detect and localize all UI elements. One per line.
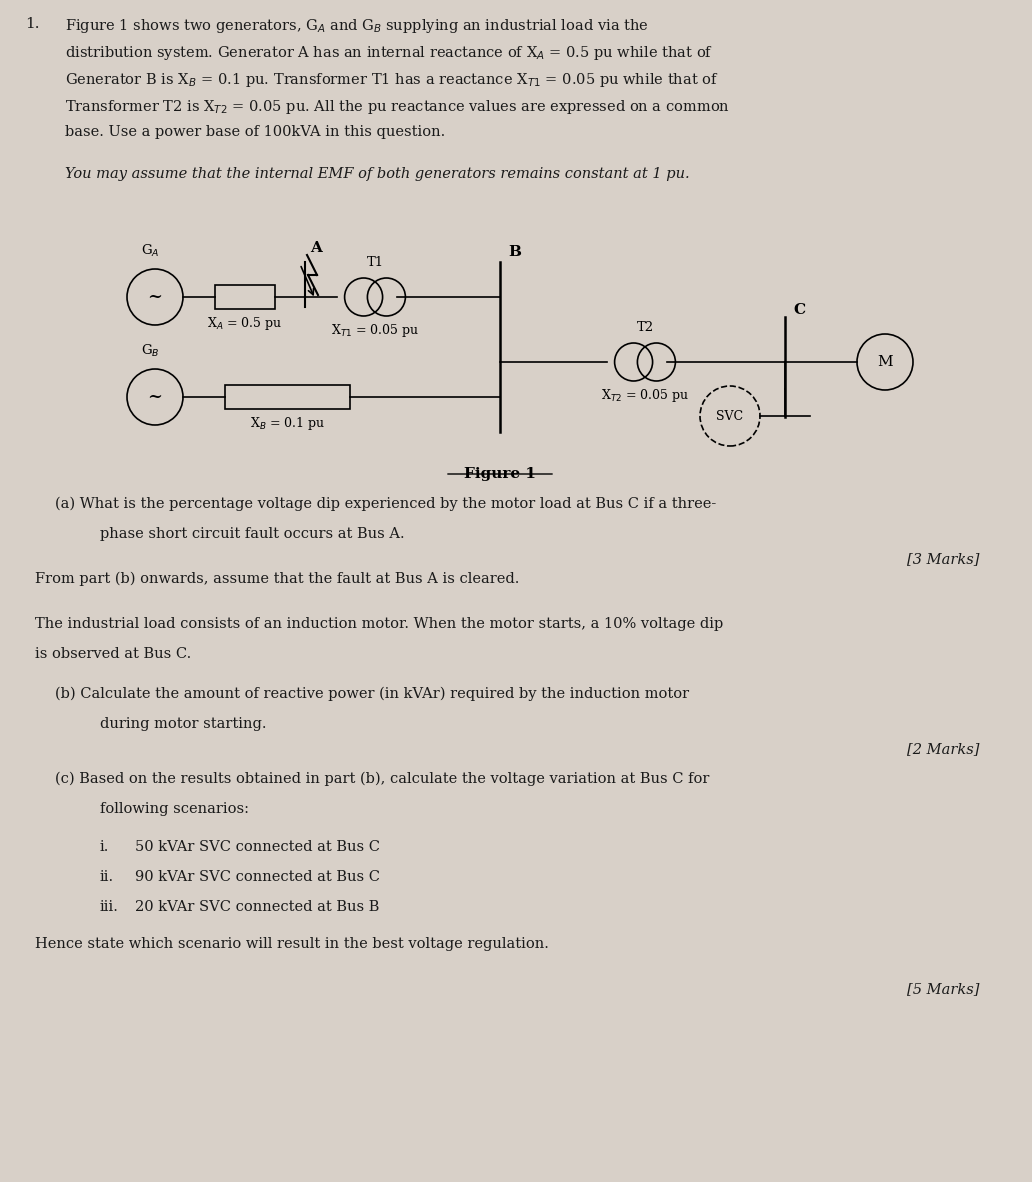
Text: 50 kVAr SVC connected at Bus C: 50 kVAr SVC connected at Bus C [135,840,380,855]
Text: A: A [310,241,322,255]
Bar [225,385,350,409]
Text: ii.: ii. [100,870,115,884]
Text: distribution system. Generator A has an internal reactance of X$_A$ = 0.5 pu whi: distribution system. Generator A has an … [65,44,713,61]
Text: X$_A$ = 0.5 pu: X$_A$ = 0.5 pu [207,314,283,332]
Text: M: M [877,355,893,369]
Text: SVC: SVC [716,409,744,422]
Text: 1.: 1. [25,17,39,31]
Text: Transformer T2 is X$_{T2}$ = 0.05 pu. All the pu reactance values are expressed : Transformer T2 is X$_{T2}$ = 0.05 pu. Al… [65,98,730,116]
Text: (a) What is the percentage voltage dip experienced by the motor load at Bus C if: (a) What is the percentage voltage dip e… [55,496,716,512]
Text: X$_B$ = 0.1 pu: X$_B$ = 0.1 pu [250,415,325,431]
Text: Hence state which scenario will result in the best voltage regulation.: Hence state which scenario will result i… [35,937,549,952]
Text: The industrial load consists of an induction motor. When the motor starts, a 10%: The industrial load consists of an induc… [35,617,723,631]
Text: is observed at Bus C.: is observed at Bus C. [35,647,191,661]
Text: ~: ~ [148,288,162,306]
Text: [2 Marks]: [2 Marks] [907,742,980,756]
Text: G$_A$: G$_A$ [140,242,159,259]
Text: X$_{T1}$ = 0.05 pu: X$_{T1}$ = 0.05 pu [331,322,419,339]
Text: C: C [793,303,805,317]
Text: base. Use a power base of 100kVA in this question.: base. Use a power base of 100kVA in this… [65,125,445,139]
Text: 20 kVAr SVC connected at Bus B: 20 kVAr SVC connected at Bus B [135,900,380,914]
Text: From part (b) onwards, assume that the fault at Bus A is cleared.: From part (b) onwards, assume that the f… [35,572,519,586]
Text: [5 Marks]: [5 Marks] [907,982,980,996]
Text: T1: T1 [366,256,384,269]
Bar [215,285,275,309]
Text: You may assume that the internal EMF of both generators remains constant at 1 pu: You may assume that the internal EMF of … [65,167,689,181]
Text: 90 kVAr SVC connected at Bus C: 90 kVAr SVC connected at Bus C [135,870,380,884]
Text: iii.: iii. [100,900,119,914]
Text: X$_{T2}$ = 0.05 pu: X$_{T2}$ = 0.05 pu [601,387,689,404]
Text: T2: T2 [637,322,653,335]
Text: Generator B is X$_B$ = 0.1 pu. Transformer T1 has a reactance X$_{T1}$ = 0.05 pu: Generator B is X$_B$ = 0.1 pu. Transform… [65,71,718,89]
Text: (b) Calculate the amount of reactive power (in kVAr) required by the induction m: (b) Calculate the amount of reactive pow… [55,687,689,701]
Text: (c) Based on the results obtained in part (b), calculate the voltage variation a: (c) Based on the results obtained in par… [55,772,709,786]
Text: during motor starting.: during motor starting. [100,717,266,730]
Text: phase short circuit fault occurs at Bus A.: phase short circuit fault occurs at Bus … [100,527,405,541]
Text: Figure 1: Figure 1 [464,467,536,481]
Text: Figure 1 shows two generators, G$_A$ and G$_B$ supplying an industrial load via : Figure 1 shows two generators, G$_A$ and… [65,17,649,35]
Text: B: B [508,245,521,259]
Text: [3 Marks]: [3 Marks] [907,552,980,566]
Text: ~: ~ [148,388,162,405]
Text: following scenarios:: following scenarios: [100,803,249,816]
Text: i.: i. [100,840,109,855]
Text: G$_B$: G$_B$ [140,343,159,359]
